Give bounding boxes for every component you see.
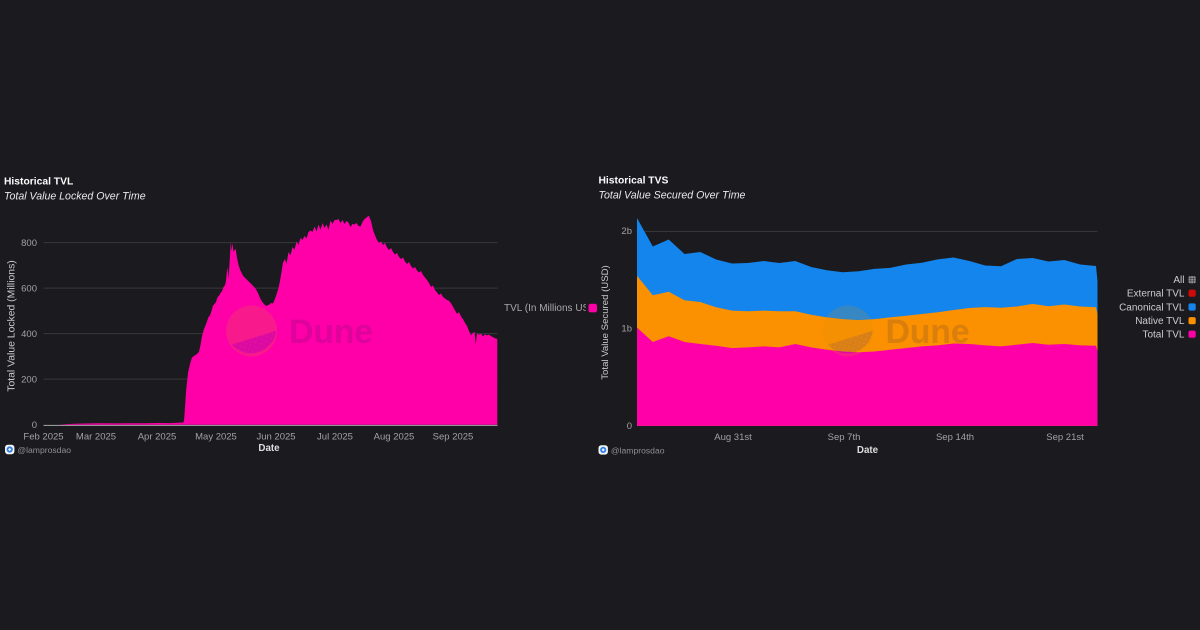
svg-text:0: 0 (32, 420, 37, 431)
svg-text:Total TVL: Total TVL (1142, 330, 1184, 341)
svg-text:Sep 7th: Sep 7th (828, 432, 861, 443)
svg-text:Sep 21st: Sep 21st (1046, 432, 1084, 443)
svg-text:2b: 2b (621, 226, 632, 237)
svg-text:Jul 2025: Jul 2025 (317, 432, 353, 443)
svg-text:Date: Date (857, 445, 879, 456)
svg-text:Dune: Dune (886, 313, 970, 351)
svg-text:Date: Date (258, 443, 280, 454)
svg-text:@lamprosdao: @lamprosdao (611, 446, 665, 456)
svg-text:Dune: Dune (289, 313, 373, 351)
svg-text:Total Value Locked Over Time: Total Value Locked Over Time (4, 191, 146, 203)
svg-text:Native TVL: Native TVL (1135, 316, 1185, 327)
svg-text:Aug 31st: Aug 31st (714, 432, 752, 443)
svg-text:Sep 14th: Sep 14th (936, 432, 974, 443)
svg-text:Total Value Locked (Millions): Total Value Locked (Millions) (7, 260, 18, 391)
svg-text:Sep 2025: Sep 2025 (433, 432, 474, 443)
svg-text:Feb 2025: Feb 2025 (23, 432, 63, 443)
svg-text:200: 200 (21, 375, 37, 386)
svg-text:Jun 2025: Jun 2025 (256, 432, 295, 443)
svg-text:All: All (1173, 275, 1184, 286)
svg-text:Total Value Secured (USD): Total Value Secured (USD) (600, 265, 611, 379)
svg-text:800: 800 (21, 238, 37, 249)
svg-text:Aug 2025: Aug 2025 (374, 432, 415, 443)
svg-text:0: 0 (627, 421, 632, 432)
svg-text:Mar 2025: Mar 2025 (76, 432, 116, 443)
svg-text:400: 400 (21, 329, 37, 340)
svg-text:May 2025: May 2025 (195, 432, 237, 443)
svg-text:Historical TVL: Historical TVL (4, 177, 73, 188)
svg-text:External TVL: External TVL (1127, 289, 1185, 300)
svg-text:Historical TVS: Historical TVS (599, 175, 669, 186)
svg-text:1b: 1b (621, 323, 632, 334)
svg-text:Apr 2025: Apr 2025 (138, 432, 177, 443)
svg-text:@lamprosdao: @lamprosdao (17, 445, 71, 455)
svg-text:Canonical TVL: Canonical TVL (1119, 302, 1185, 313)
svg-text:600: 600 (21, 284, 37, 295)
svg-text:Total Value Secured Over Time: Total Value Secured Over Time (599, 189, 746, 201)
svg-text:TVL (In Millions USD): TVL (In Millions USD) (504, 303, 600, 314)
